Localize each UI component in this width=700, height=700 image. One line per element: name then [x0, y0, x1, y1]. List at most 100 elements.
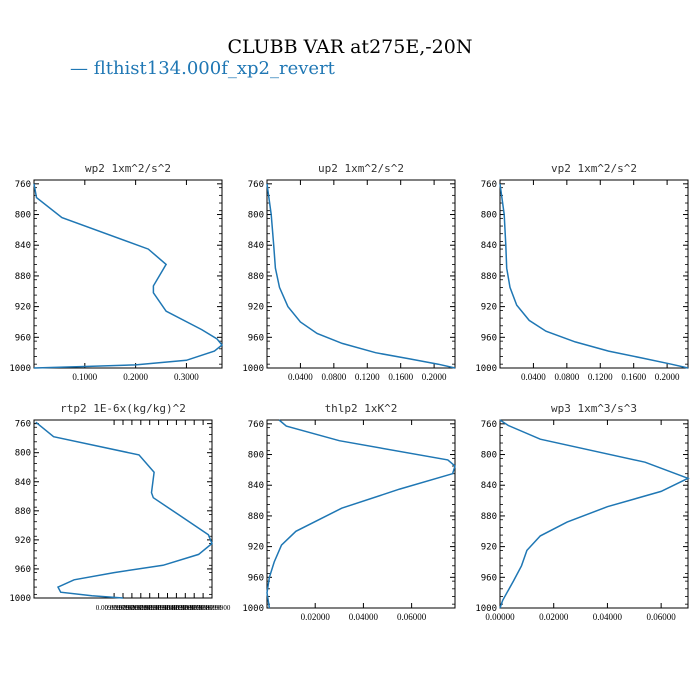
x-tick-label: 0.009999870 [167, 604, 204, 612]
x-tick-label: 0.0400 [521, 372, 546, 382]
x-tick-label: 0.0800 [321, 372, 346, 382]
x-tick-label: 0.1600 [621, 372, 646, 382]
y-tick-label: 960 [481, 573, 497, 583]
y-tick-label: 800 [15, 211, 31, 221]
x-tick-label: 0.009999830 [131, 604, 168, 612]
y-tick-label: 880 [15, 507, 31, 517]
panel-2: vp2 1xm^2/s^2 760 800 840 880 920 960 1000 0.040… [475, 162, 689, 382]
x-tick-label: 0.06000 [647, 612, 677, 622]
y-tick-label: 880 [248, 512, 264, 522]
y-tick-label: 880 [481, 512, 497, 522]
panel-title: up2 1xm^2/s^2 [318, 162, 404, 175]
panel-title: wp2 1xm^2/s^2 [85, 162, 171, 175]
plot-frame [33, 179, 223, 369]
x-tick-label: 0.009999850 [149, 604, 186, 612]
y-tick-label: 800 [481, 211, 497, 221]
x-tick-label: 0.1600 [388, 372, 413, 382]
y-tick-label: 960 [15, 333, 31, 343]
x-tick-label: 0.009999810 [114, 604, 151, 612]
x-tick-label: 0.04000 [593, 612, 623, 622]
y-tick-label: 880 [481, 272, 497, 282]
y-tick-label: 760 [15, 420, 31, 430]
y-tick-label: 1000 [475, 364, 497, 374]
y-tick-label: 920 [248, 303, 264, 313]
y-tick-label: 760 [481, 180, 497, 190]
panel-4: thlp2 1xK^2 760 800 840 880 920 960 1000 0.02000… [242, 402, 456, 622]
y-tick-label: 960 [248, 333, 264, 343]
y-tick-label: 760 [15, 180, 31, 190]
x-tick-label: 0.00000 [485, 612, 515, 622]
y-tick-label: 960 [15, 565, 31, 575]
x-tick-label: 0.009999820 [122, 604, 159, 612]
panel-1: up2 1xm^2/s^2 760 800 840 880 920 960 1000 0.040… [242, 162, 456, 382]
y-tick-label: 880 [15, 272, 31, 282]
x-tick-label: 0.009999860 [158, 604, 195, 612]
y-tick-label: 920 [248, 543, 264, 553]
series-line [35, 421, 213, 599]
x-tick-label: 0.009999840 [140, 604, 177, 612]
x-tick-label: 0.1200 [588, 372, 613, 382]
series-line [499, 419, 690, 609]
y-tick-label: 800 [248, 211, 264, 221]
panel-title: wp3 1xm^3/s^3 [551, 402, 637, 415]
y-tick-label: 760 [248, 180, 264, 190]
plot-frame [266, 419, 456, 609]
panel-5: wp3 1xm^3/s^3 760 800 840 880 920 960 10000.000… [475, 402, 690, 622]
panel-0: wp2 1xm^2/s^2 760 800 840 880 920 960 1000 0.100… [9, 162, 224, 382]
x-tick-label: 0.2000 [422, 372, 447, 382]
y-tick-label: 800 [481, 451, 497, 461]
series-line [33, 183, 224, 369]
y-tick-label: 840 [15, 241, 31, 251]
y-tick-label: 840 [248, 481, 264, 491]
x-tick-label: 0.009999890 [185, 604, 222, 612]
y-tick-label: 760 [481, 420, 497, 430]
x-tick-label: 0.2000 [123, 372, 148, 382]
x-tick-label: 0.009999800 [105, 604, 142, 612]
x-tick-label: 0.02000 [539, 612, 569, 622]
x-tick-label: 0.0800 [554, 372, 579, 382]
plot-frame [266, 179, 456, 369]
panel-3: rtp2 1E-6x(kg/kg)^2 760 800 840 880 920 960 100… [9, 402, 231, 612]
y-tick-label: 1000 [9, 594, 31, 604]
y-tick-label: 1000 [242, 604, 264, 614]
y-tick-label: 800 [248, 451, 264, 461]
x-tick-label: 0.2000 [655, 372, 680, 382]
series-line [266, 183, 456, 369]
series-line [266, 419, 456, 609]
y-tick-label: 840 [248, 241, 264, 251]
x-tick-label: 0.1200 [355, 372, 380, 382]
x-tick-label: 0.009999880 [176, 604, 213, 612]
y-tick-label: 840 [15, 478, 31, 488]
y-tick-label: 920 [481, 303, 497, 313]
x-tick-label: 0.02000 [301, 612, 331, 622]
figure-title: CLUBB VAR at275E,-20N [227, 36, 473, 58]
y-tick-label: 920 [15, 536, 31, 546]
y-tick-label: 800 [15, 449, 31, 459]
y-tick-label: 760 [248, 420, 264, 430]
y-tick-label: 960 [248, 573, 264, 583]
x-tick-label: 0.009999900 [194, 604, 231, 612]
x-tick-label: 0.009999790 [96, 604, 133, 612]
x-tick-label: 0.3000 [174, 372, 199, 382]
y-tick-label: 960 [481, 333, 497, 343]
x-tick-label: 0.0400 [288, 372, 313, 382]
y-tick-label: 880 [248, 272, 264, 282]
y-tick-label: 840 [481, 481, 497, 491]
panel-title: vp2 1xm^2/s^2 [551, 162, 637, 175]
y-tick-label: 920 [481, 543, 497, 553]
plot-frame [499, 179, 689, 369]
panel-title: thlp2 1xK^2 [325, 402, 398, 415]
plot-frame [499, 419, 689, 609]
y-tick-label: 1000 [9, 364, 31, 374]
y-tick-label: 1000 [475, 604, 497, 614]
x-tick-label: 0.04000 [349, 612, 379, 622]
y-tick-label: 840 [481, 241, 497, 251]
y-tick-label: 1000 [242, 364, 264, 374]
panel-title: rtp2 1E-6x(kg/kg)^2 [60, 402, 186, 415]
x-tick-label: 0.1000 [72, 372, 97, 382]
y-tick-label: 920 [15, 303, 31, 313]
series-line [499, 183, 689, 369]
legend-entry: — flthist134.000f_xp2_revert [70, 58, 335, 79]
